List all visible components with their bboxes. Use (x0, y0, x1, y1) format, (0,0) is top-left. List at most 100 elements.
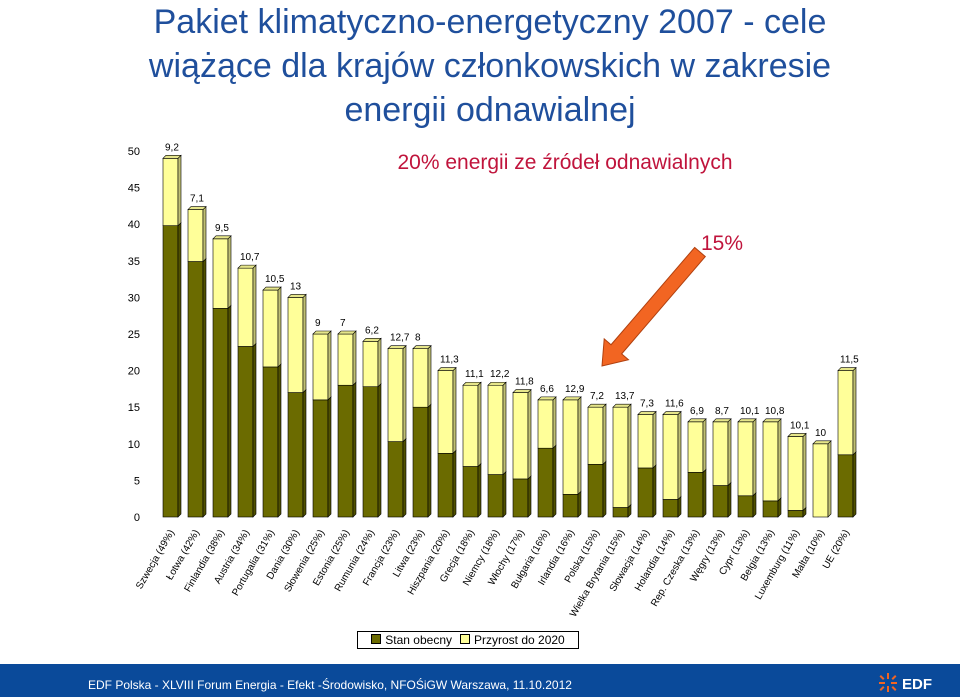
bar-top (387, 345, 407, 349)
bar-current (362, 386, 379, 518)
bar-increase (287, 297, 304, 393)
arrow-icon (601, 246, 707, 367)
bar-top (562, 396, 582, 401)
data-label: 7,2 (590, 391, 604, 402)
data-label: 11,5 (840, 355, 859, 366)
bar-increase-side (552, 396, 557, 449)
data-label: 11,3 (440, 355, 459, 366)
bar-increase (462, 384, 479, 467)
bar-increase (162, 158, 179, 226)
bar-current-side (227, 304, 232, 518)
bar-top (612, 403, 632, 408)
bar-current (837, 454, 854, 518)
bar-increase (537, 399, 554, 449)
bar-current (562, 494, 579, 518)
y-tick-label: 15 (128, 402, 140, 414)
bar-increase (187, 209, 204, 262)
bar-current (662, 499, 679, 518)
bar-top (237, 264, 257, 269)
chart-area: 0 5 10 15 20 25 30 35 40 45 50 20% energii ze źróde… (100, 134, 870, 659)
data-label: 8,7 (715, 406, 729, 417)
bar-current (687, 472, 704, 518)
data-label: 6,6 (540, 384, 554, 395)
bar-current-side (377, 382, 382, 518)
y-tick-label: 50 (128, 146, 140, 158)
bar-current (162, 225, 179, 518)
bar-increase-side (227, 235, 232, 310)
bar-current-side (602, 460, 607, 518)
bar-increase (562, 399, 579, 495)
bar-top (362, 338, 382, 342)
bar-current-side (652, 464, 657, 518)
bar-current (637, 467, 654, 518)
bar-current (762, 500, 779, 518)
bar-top (812, 440, 832, 445)
data-label: 7,1 (190, 194, 204, 205)
title-line-3: energii odnawialnej (344, 91, 636, 129)
bar-current (487, 474, 504, 518)
edf-logo: EDF (879, 673, 932, 693)
bar-top (462, 381, 482, 386)
bar-increase (587, 406, 604, 465)
data-label: 11,8 (515, 377, 534, 388)
legend-swatch-current (371, 634, 382, 644)
data-label: 9,5 (215, 223, 229, 234)
bar-current (387, 441, 404, 518)
bar-current-side (427, 403, 432, 518)
bar-increase (737, 421, 754, 497)
bar-current-side (577, 490, 582, 518)
bar-increase-side (177, 154, 182, 227)
bar-increase-side (602, 403, 607, 466)
bar-current-side (177, 221, 182, 518)
bar-current (712, 485, 729, 518)
bar-current-side (477, 462, 482, 518)
legend-label-increase: Przyrost do 2020 (474, 633, 565, 647)
data-label: 10,1 (790, 420, 810, 431)
bar-current (412, 406, 429, 518)
bar-increase-side (302, 293, 307, 394)
bar-increase (712, 421, 729, 486)
title-line-2: wiążące dla krajów członkowskich w zakre… (148, 47, 832, 85)
data-label: 7 (340, 318, 346, 329)
bar-top (187, 206, 207, 210)
y-tick-label: 20 (128, 366, 140, 378)
data-label: 6,9 (690, 406, 704, 417)
bar-increase-side (527, 388, 532, 480)
bar-top (662, 411, 682, 415)
bar-top (712, 418, 732, 423)
bar-top (737, 418, 757, 423)
bar-top (837, 367, 857, 371)
bar-current (462, 466, 479, 518)
bar-increase-side (477, 381, 482, 468)
edf-logo-icon (879, 673, 897, 692)
bar-current-side (452, 449, 457, 518)
bar-current-side (202, 257, 207, 518)
bar-increase-side (277, 286, 282, 368)
bar-top (262, 286, 282, 291)
bar-current-side (752, 492, 757, 518)
bar-current-side (277, 363, 282, 518)
bar-top (487, 381, 507, 386)
bar-current-side (852, 451, 857, 518)
data-label: 9,2 (165, 142, 179, 153)
title-line-1: Pakiet klimatyczno-energetyczny 2007 - c… (153, 3, 827, 41)
legend-item-current: Stan obecny (371, 633, 452, 647)
bar-increase (387, 348, 404, 442)
data-label: 12,2 (490, 369, 510, 380)
data-label: 13 (290, 281, 302, 292)
bar-increase (787, 436, 804, 511)
bar-increase (762, 421, 779, 502)
bar-increase (237, 267, 254, 347)
bar-increase (687, 421, 704, 473)
data-label: 10,5 (265, 274, 285, 285)
bar-increase-side (702, 418, 707, 474)
y-tick-label: 40 (128, 219, 140, 231)
bar-increase (262, 289, 279, 368)
bar-top (312, 330, 332, 335)
bar-current (187, 261, 204, 518)
bar-top (212, 235, 232, 240)
bar-increase-side (752, 418, 757, 497)
edf-logo-text: EDF (902, 676, 932, 693)
bar-increase (512, 392, 529, 480)
bar-increase (312, 333, 329, 401)
